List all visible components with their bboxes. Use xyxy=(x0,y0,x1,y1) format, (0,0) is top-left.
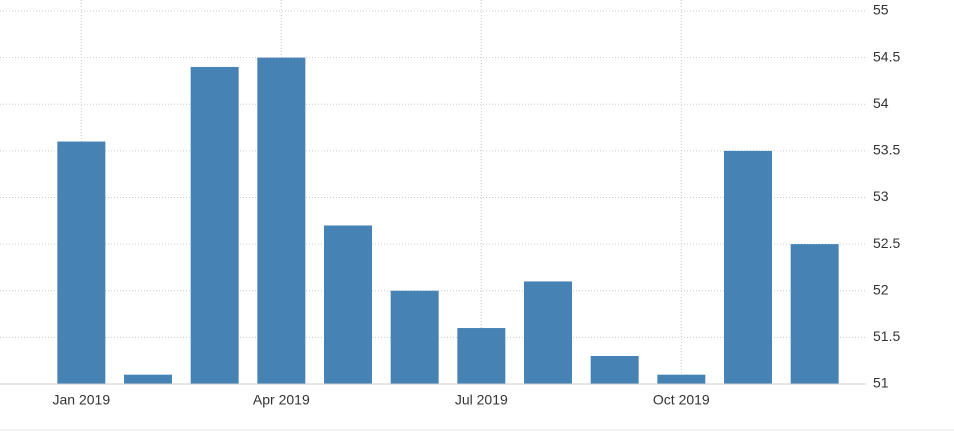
bar xyxy=(324,225,372,384)
bar xyxy=(524,281,572,384)
bar xyxy=(724,150,772,384)
y-tick-label: 53.5 xyxy=(873,142,900,158)
x-tick-label: Jan 2019 xyxy=(53,392,111,408)
bar xyxy=(390,290,439,384)
y-tick-label: 54 xyxy=(873,95,889,111)
y-tick-label: 52 xyxy=(873,281,889,297)
bar xyxy=(57,141,106,384)
bar xyxy=(190,66,239,384)
bar xyxy=(790,244,839,384)
x-tick-label: Jul 2019 xyxy=(455,392,508,408)
y-tick-label: 53 xyxy=(873,188,889,204)
bar xyxy=(457,328,506,384)
x-tick-label: Apr 2019 xyxy=(253,392,310,408)
x-tick-label: Oct 2019 xyxy=(653,392,710,408)
bar xyxy=(257,57,306,384)
bar xyxy=(657,374,706,384)
y-tick-label: 55 xyxy=(873,2,889,18)
y-tick-label: 52.5 xyxy=(873,235,900,251)
y-tick-label: 51 xyxy=(873,375,889,391)
y-tick-label: 54.5 xyxy=(873,48,900,64)
bar xyxy=(124,374,172,384)
bar xyxy=(590,356,639,384)
y-tick-label: 51.5 xyxy=(873,328,900,344)
